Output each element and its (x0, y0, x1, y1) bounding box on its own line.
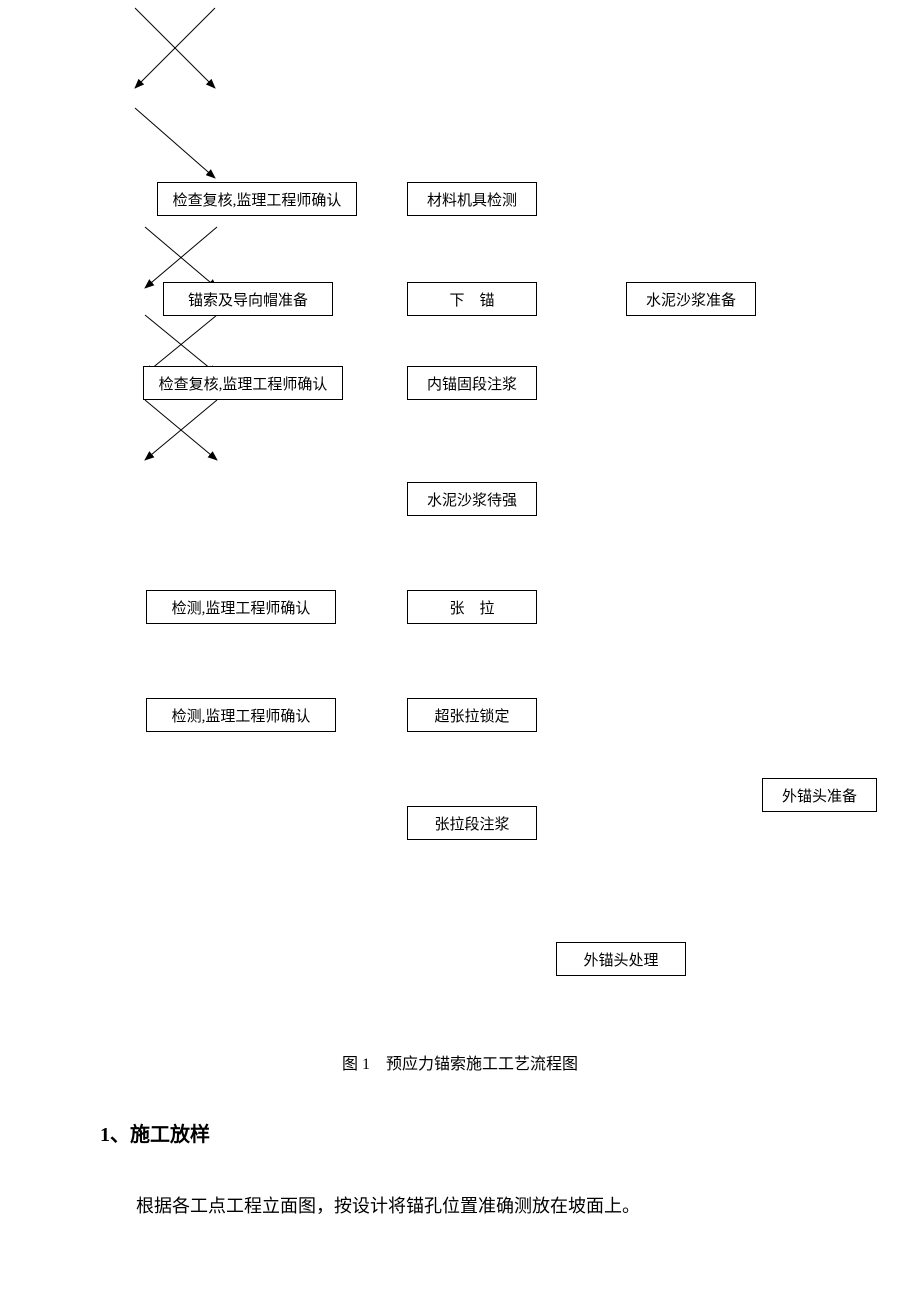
flowchart-node-outer: 外锚头处理 (556, 942, 686, 976)
flowchart-node-zlgrout: 张拉段注浆 (407, 806, 537, 840)
heading-number: 1、 (100, 1124, 130, 1146)
flowchart-node-check2: 检查复核,监理工程师确认 (143, 366, 343, 400)
flowchart-node-cement1: 水泥沙浆准备 (626, 282, 756, 316)
flowchart-node-inner: 内锚固段注浆 (407, 366, 537, 400)
section-heading: 1、施工放样 (100, 1118, 210, 1147)
flowchart-node-xiamao: 下 锚 (407, 282, 537, 316)
body-paragraph: 根据各工点工程立面图，按设计将锚孔位置准确测放在坡面上。 (100, 1192, 860, 1218)
flowchart-node-check3: 检测,监理工程师确认 (146, 590, 336, 624)
flowchart-node-check4: 检测,监理工程师确认 (146, 698, 336, 732)
heading-text: 施工放样 (130, 1124, 210, 1146)
flowchart-node-lock: 超张拉锁定 (407, 698, 537, 732)
flowchart-node-zhangla: 张 拉 (407, 590, 537, 624)
flowchart-node-waitstr: 水泥沙浆待强 (407, 482, 537, 516)
flowchart-node-outerprep: 外锚头准备 (762, 778, 877, 812)
figure-caption: 图 1 预应力锚索施工工艺流程图 (280, 1050, 640, 1074)
flowchart-node-material: 材料机具检测 (407, 182, 537, 216)
flowchart-node-anchorcap: 锚索及导向帽准备 (163, 282, 333, 316)
flowchart-node-check1: 检查复核,监理工程师确认 (157, 182, 357, 216)
